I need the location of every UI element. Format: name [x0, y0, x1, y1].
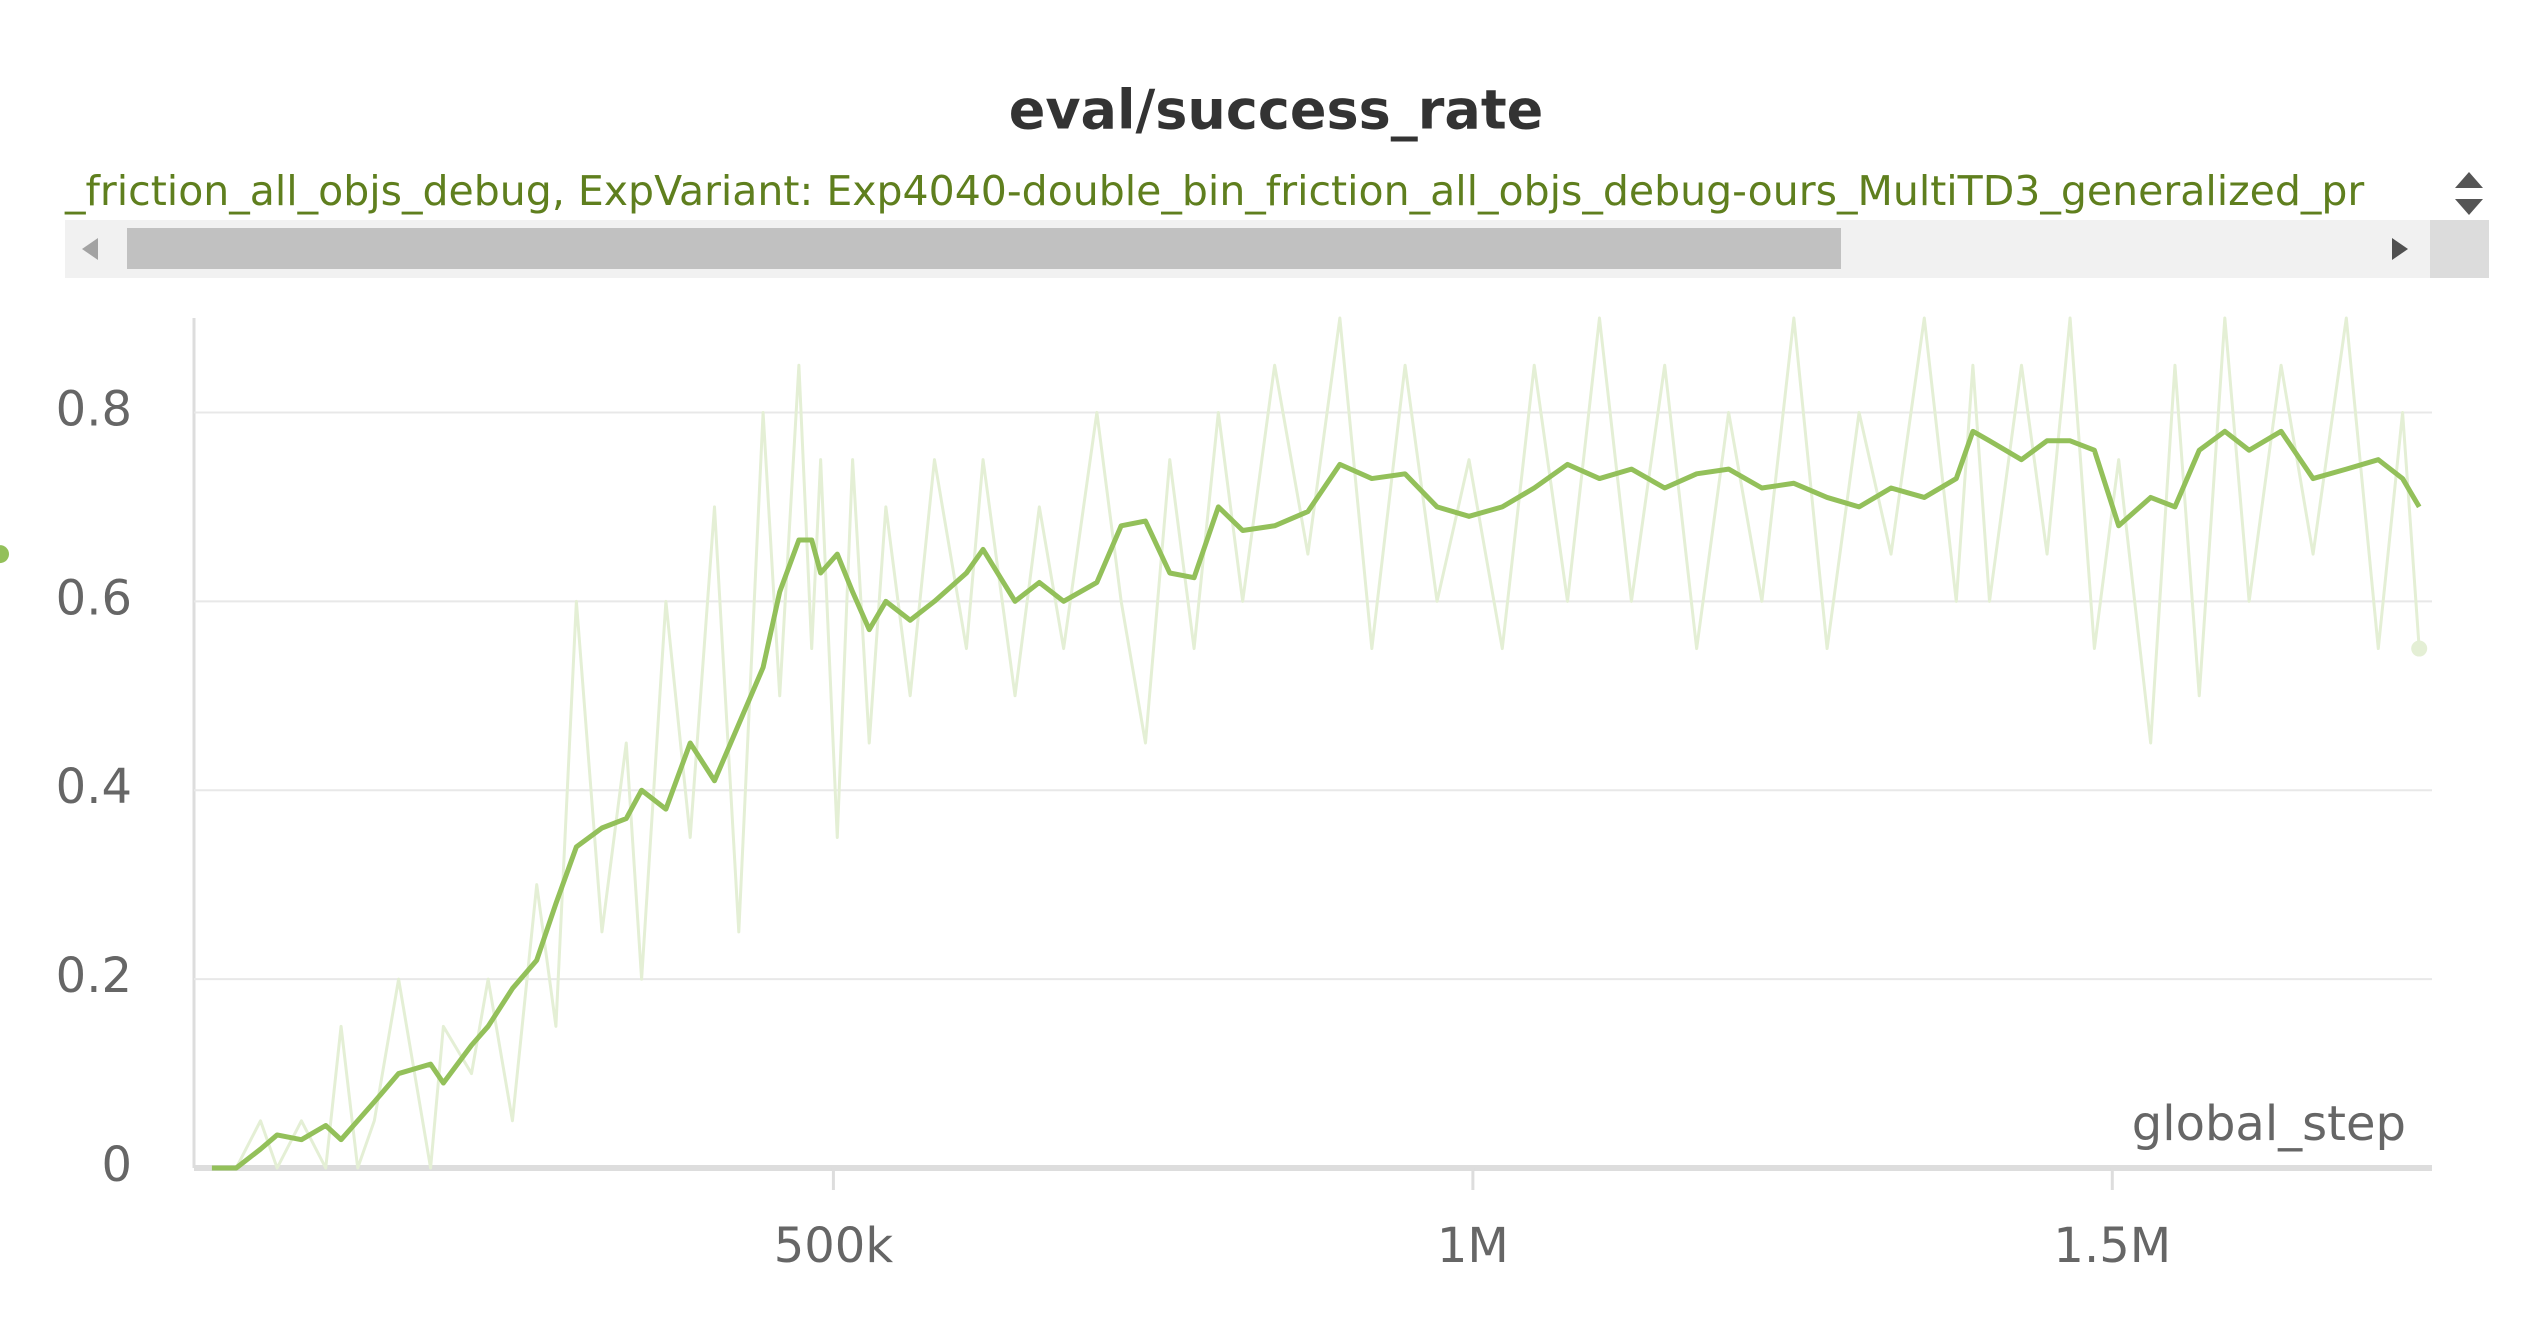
y-tick-label: 0.6 [56, 570, 132, 626]
x-tick-label: 500k [774, 1218, 894, 1274]
end-point [2411, 640, 2428, 657]
x-tick-label: 1M [1437, 1218, 1509, 1274]
legend-scroll-arrows[interactable] [2455, 172, 2483, 215]
chart-title: eval/success_rate [1009, 79, 1544, 142]
y-tick-label: 0.8 [56, 381, 132, 437]
x-tick-label: 1.5M [2053, 1218, 2171, 1274]
y-tick-label: 0 [101, 1137, 132, 1193]
legend-entry[interactable]: _friction_all_objs_debug, ExpVariant: Ex… [64, 167, 2364, 215]
scroll-right[interactable] [2392, 238, 2408, 260]
y-tick-label: 0.4 [56, 759, 132, 815]
y-tick-label: 0.2 [56, 948, 132, 1004]
series-line [211, 428, 2422, 1171]
x-axis-label: global_step [2132, 1096, 2406, 1152]
scrollbar-corner [2430, 220, 2489, 278]
scrollbar-thumb[interactable] [127, 228, 1841, 269]
raw-line [211, 316, 2421, 1170]
scroll-left[interactable] [82, 238, 98, 260]
end-point [0, 545, 9, 564]
